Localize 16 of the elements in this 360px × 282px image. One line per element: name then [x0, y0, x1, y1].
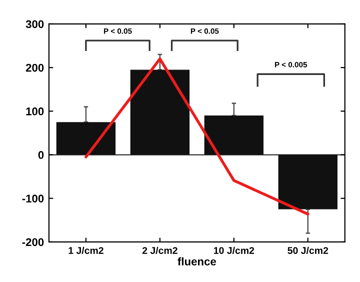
x-axis-title: fluence — [178, 257, 216, 266]
bar — [130, 70, 190, 155]
y-tick-label: 100 — [26, 107, 44, 116]
line-series — [84, 57, 310, 216]
x-tick-label: 50 J/cm2 — [288, 246, 328, 254]
bar — [278, 154, 338, 210]
x-tick-label: 10 J/cm2 — [214, 246, 254, 254]
x-tick-label: 1 J/cm2 — [68, 246, 104, 254]
x-tick-label: 2 J/cm2 — [142, 246, 178, 254]
y-tick-label: -100 — [22, 194, 44, 202]
y-tick-label: 300 — [26, 20, 44, 28]
y-tick-label: -200 — [22, 238, 44, 246]
bar — [204, 116, 264, 155]
y-tick-label: 0 — [38, 151, 44, 159]
bar — [56, 122, 116, 155]
y-tick-label: 200 — [26, 64, 44, 72]
